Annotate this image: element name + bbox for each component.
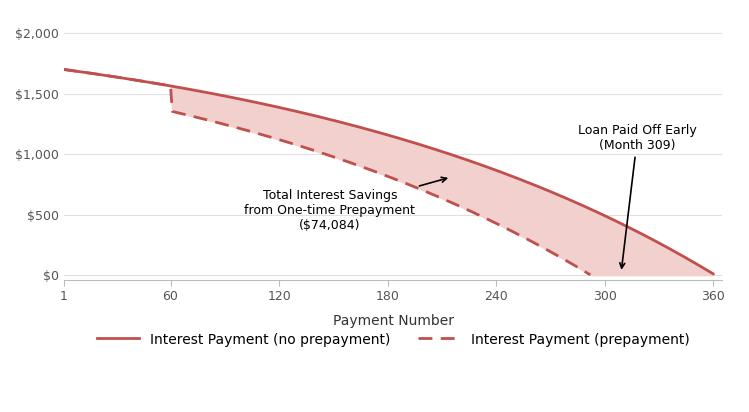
Interest Payment (prepayment): [195, 115, 204, 120]
Interest Payment (no prepayment): [343, 122, 352, 126]
Interest Payment (prepayment): [362, 166, 371, 171]
Interest Payment (no prepayment): [139, 79, 148, 84]
Interest Payment (no prepayment): [59, 67, 68, 72]
Interest Payment (prepayment): [198, 117, 207, 122]
Interest Payment (no prepayment): [673, 250, 682, 255]
Interest Payment (no prepayment): [275, 105, 284, 110]
Line: Interest Payment (prepayment): Interest Payment (prepayment): [64, 70, 590, 275]
Interest Payment (prepayment): [238, 127, 247, 132]
Line: Interest Payment (no prepayment): Interest Payment (no prepayment): [64, 70, 713, 274]
Interest Payment (prepayment): [59, 67, 68, 72]
Interest Payment (prepayment): [331, 155, 340, 160]
X-axis label: Payment Number: Payment Number: [333, 314, 454, 328]
Legend: Interest Payment (no prepayment), Interest Payment (prepayment): Interest Payment (no prepayment), Intere…: [91, 328, 695, 353]
Interest Payment (prepayment): [577, 267, 586, 272]
Interest Payment (no prepayment): [709, 272, 718, 276]
Text: Loan Paid Off Early
(Month 309): Loan Paid Off Early (Month 309): [578, 124, 697, 268]
Interest Payment (prepayment): [586, 272, 595, 277]
Interest Payment (no prepayment): [285, 108, 294, 112]
Interest Payment (no prepayment): [253, 100, 262, 105]
Text: Total Interest Savings
from One-time Prepayment
($74,084): Total Interest Savings from One-time Pre…: [244, 177, 446, 232]
